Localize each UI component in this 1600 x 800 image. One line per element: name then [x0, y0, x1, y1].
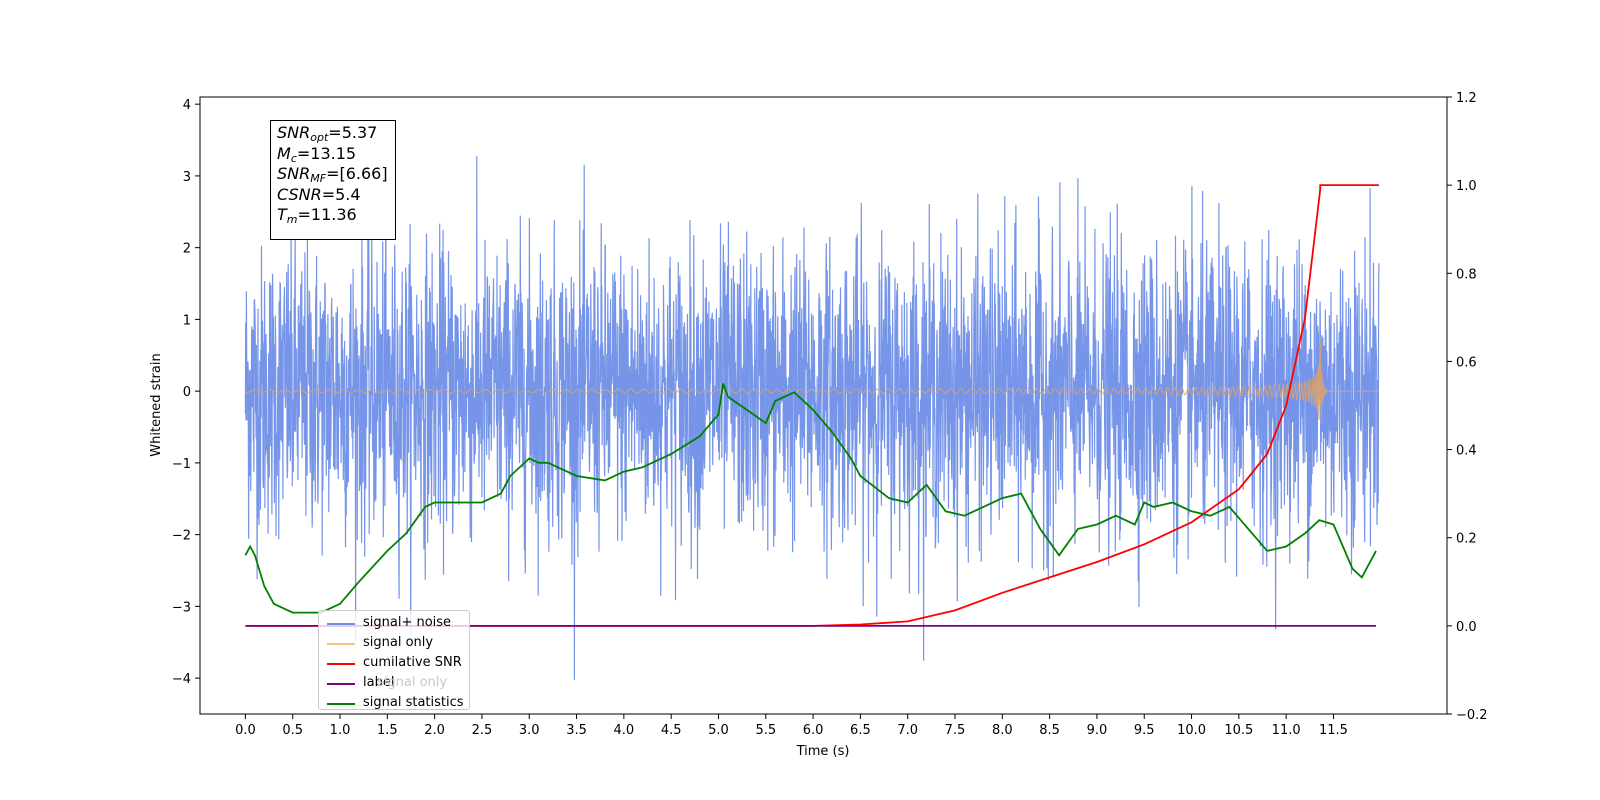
x-tick-label: 3.0 [519, 723, 540, 738]
y2-axis-ticks: 1.2 1.0 0.8 0.6 0.4 0.2 0.0 −0.2 [1447, 91, 1488, 723]
x-tick-label: 11.0 [1272, 723, 1301, 738]
x-tick-label: 9.0 [1087, 723, 1108, 738]
y-tick-label: 1 [183, 313, 191, 328]
legend-label: signal only [363, 635, 434, 650]
y2-tick-label: −0.2 [1456, 708, 1488, 723]
legend-overlap-ghost-text: signal only [377, 675, 448, 690]
x-tick-label: 7.5 [945, 723, 966, 738]
y2-tick-label: 0.6 [1456, 355, 1477, 370]
legend-swatch [327, 663, 355, 665]
x-tick-label: 1.5 [377, 723, 398, 738]
cumulative-snr-line [245, 184, 1379, 627]
y-tick-label: 2 [183, 242, 191, 257]
y-axis-label: Whitened strain [149, 353, 164, 456]
x-tick-label: 6.0 [803, 723, 824, 738]
tm-annotation: Tm=11.36 [277, 205, 357, 226]
y-tick-label: −4 [172, 672, 191, 687]
x-tick-label: 4.5 [661, 723, 682, 738]
x-tick-label: 2.5 [472, 723, 493, 738]
snr-mf-value: [6.66] [339, 164, 388, 183]
x-tick-label: 10.0 [1177, 723, 1206, 738]
csnr-annotation: CSNR=5.4 [277, 184, 361, 204]
signal-noise-line [244, 156, 1380, 680]
snr-opt-value: 5.37 [341, 123, 378, 142]
y-tick-label: 3 [183, 170, 191, 185]
legend-label: signal statistics [363, 695, 464, 710]
y-tick-label: 4 [183, 98, 191, 113]
signal-noise-series [244, 156, 1380, 680]
y-tick-label: 0 [183, 385, 191, 400]
y-tick-label: −3 [172, 600, 191, 615]
stats-annotation-box: SNRopt=5.37 Mc=13.15 SNRMF=[6.66] CSNR=5… [270, 120, 396, 240]
legend-swatch [327, 623, 355, 625]
y2-tick-label: 1.0 [1456, 179, 1477, 194]
plot-frame [199, 96, 1448, 715]
mc-annotation: Mc=13.15 [277, 143, 357, 165]
x-tick-label: 5.5 [755, 723, 776, 738]
x-tick-label: 10.5 [1224, 723, 1253, 738]
y-tick-label: −2 [172, 529, 191, 544]
x-axis-label: Time (s) [796, 744, 850, 759]
legend-item-signal-noise: signal+ noise [319, 614, 469, 634]
x-tick-label: 1.0 [330, 723, 351, 738]
x-tick-label: 9.5 [1134, 723, 1155, 738]
x-tick-label: 0.5 [282, 723, 303, 738]
y-tick-label: −1 [172, 457, 191, 472]
signal-only-line [245, 341, 1379, 424]
y2-tick-label: 0.2 [1456, 532, 1477, 547]
x-tick-label: 6.5 [850, 723, 871, 738]
y2-tick-label: 1.2 [1456, 91, 1477, 106]
legend-item-cumulative-snr: cumilative SNR [319, 654, 469, 674]
x-tick-label: 8.5 [1039, 723, 1060, 738]
y2-tick-label: 0.0 [1456, 620, 1477, 635]
x-tick-label: 7.0 [897, 723, 918, 738]
signal-only-series [245, 341, 1379, 424]
legend-label: signal+ noise [363, 615, 452, 630]
x-tick-label: 2.0 [424, 723, 445, 738]
x-tick-label: 8.0 [992, 723, 1013, 738]
tm-value: 11.36 [310, 205, 357, 224]
legend: signal+ noise signal only cumilative SNR… [318, 610, 470, 710]
x-tick-label: 11.5 [1319, 723, 1348, 738]
x-tick-label: 5.0 [708, 723, 729, 738]
mc-value: 13.15 [310, 143, 357, 163]
x-axis-ticks: 0.0 0.5 1.0 1.5 2.0 2.5 3.0 3.5 4.0 4.5 5.0 5.5 6.0 6… [235, 714, 1348, 738]
legend-swatch [327, 703, 355, 705]
y-axis-ticks: 4 3 2 1 0 −1 −2 −3 −4 [172, 98, 200, 687]
legend-label: label [363, 675, 395, 690]
snr-mf-annotation: SNRMF=[6.66] [277, 164, 388, 185]
legend-label: cumilative SNR [363, 655, 462, 670]
legend-item-signal-statistics: signal statistics [319, 694, 469, 714]
y2-tick-label: 0.8 [1456, 267, 1477, 282]
legend-item-label: label signal only [319, 674, 469, 694]
x-tick-label: 4.0 [614, 723, 635, 738]
x-tick-label: 3.5 [566, 723, 587, 738]
y2-tick-label: 0.4 [1456, 444, 1477, 459]
legend-swatch [327, 643, 355, 645]
signal-statistics-line [244, 383, 1377, 614]
snr-opt-annotation: SNRopt=5.37 [277, 123, 378, 144]
x-tick-label: 0.0 [235, 723, 256, 738]
legend-item-signal-only: signal only [319, 634, 469, 654]
csnr-value: 5.4 [335, 184, 361, 204]
legend-swatch [327, 683, 355, 685]
